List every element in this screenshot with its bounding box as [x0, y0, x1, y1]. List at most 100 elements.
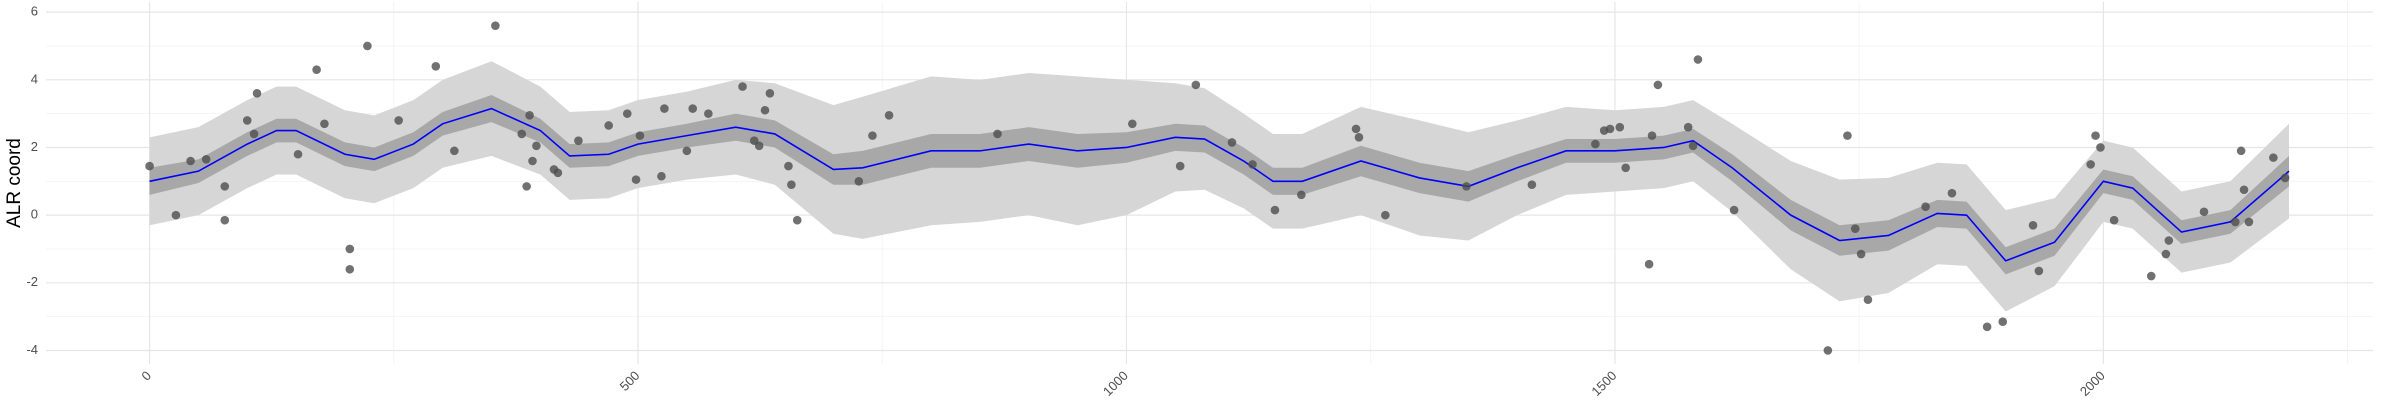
data-point — [784, 161, 793, 171]
data-point — [1621, 163, 1630, 173]
fit-line — [149, 107, 2290, 262]
x-tick-label: 2000 — [2077, 368, 2108, 399]
data-point — [635, 131, 645, 140]
data-point — [704, 109, 713, 118]
data-point — [2164, 236, 2174, 245]
data-point — [760, 105, 770, 115]
data-point — [2028, 220, 2038, 230]
data-point — [2269, 153, 2278, 162]
data-point — [738, 82, 747, 91]
data-point — [252, 89, 262, 98]
x-tick-label: 1000 — [1100, 368, 1131, 399]
data-point — [363, 41, 372, 51]
x-tick-label: 1500 — [1588, 368, 1619, 399]
y-tick-label: 2 — [31, 139, 38, 154]
data-point — [517, 129, 527, 139]
data-point — [1591, 139, 1600, 149]
data-point — [660, 104, 669, 113]
data-point — [1128, 119, 1137, 129]
data-point — [1688, 141, 1698, 151]
data-point — [2091, 131, 2100, 140]
data-point — [320, 119, 329, 129]
y-tick-label: 6 — [31, 4, 38, 19]
data-point — [1998, 317, 2008, 327]
data-point — [2280, 173, 2290, 183]
data-point — [145, 161, 154, 171]
data-point — [1856, 249, 1866, 259]
y-tick-label: 4 — [31, 71, 38, 86]
data-point — [2146, 271, 2156, 281]
data-point — [1683, 122, 1693, 132]
data-point — [1527, 180, 1537, 189]
data-point — [1823, 346, 1833, 355]
data-point — [574, 136, 583, 146]
data-point — [2096, 143, 2105, 152]
data-point — [2109, 215, 2119, 225]
data-point — [2236, 146, 2246, 156]
data-point — [688, 104, 698, 113]
y-tick-label: 0 — [31, 207, 38, 222]
data-point — [754, 141, 764, 151]
data-point — [1354, 133, 1364, 142]
data-point — [522, 182, 531, 191]
data-point — [1921, 202, 1930, 211]
data-point — [1191, 80, 1201, 90]
data-point — [2244, 217, 2254, 227]
data-point — [1843, 131, 1852, 140]
data-point — [1693, 55, 1703, 64]
data-point — [242, 116, 252, 125]
data-point — [792, 215, 802, 225]
data-point — [1729, 205, 1739, 215]
data-point — [201, 155, 211, 164]
data-point — [622, 109, 632, 118]
data-point — [345, 264, 355, 274]
data-point — [1175, 161, 1185, 171]
data-point — [532, 141, 541, 151]
data-point — [884, 111, 894, 120]
data-point — [394, 116, 403, 125]
data-point — [1644, 259, 1654, 269]
data-point — [2086, 160, 2095, 169]
data-point — [1381, 210, 1390, 220]
data-point — [2034, 266, 2044, 276]
data-point — [2239, 185, 2249, 195]
data-point — [765, 89, 775, 98]
data-point — [1248, 160, 1257, 169]
data-point — [682, 146, 692, 156]
data-point — [1270, 205, 1280, 215]
inner-band — [149, 95, 2289, 275]
y-axis-label: ALR coord — [4, 138, 25, 228]
data-point — [2199, 207, 2209, 217]
data-point — [1605, 124, 1615, 134]
data-point — [528, 156, 537, 166]
data-point — [1615, 122, 1625, 132]
data-point — [1351, 124, 1361, 134]
y-tick-label: -4 — [26, 342, 38, 357]
data-point — [220, 182, 230, 191]
x-tick-label: 500 — [617, 368, 643, 394]
data-point — [293, 149, 303, 159]
data-point — [1982, 322, 1992, 332]
data-point — [868, 131, 877, 140]
data-point — [993, 129, 1002, 139]
data-point — [1297, 190, 1306, 200]
data-point — [171, 210, 181, 220]
data-point — [657, 171, 666, 181]
data-point — [186, 156, 195, 166]
data-point — [220, 215, 230, 225]
data-point — [854, 177, 864, 186]
data-point — [1653, 80, 1663, 90]
data-point — [1647, 131, 1657, 140]
data-point — [312, 65, 321, 74]
data-point — [1850, 224, 1860, 233]
data-point — [431, 61, 441, 71]
data-point — [787, 180, 796, 189]
data-point — [553, 168, 563, 178]
data-point — [1462, 182, 1471, 191]
data-point — [2161, 249, 2171, 259]
y-tick-label: -2 — [26, 274, 38, 289]
data-point — [491, 21, 500, 30]
outer-band — [149, 61, 2289, 312]
data-point — [525, 111, 534, 120]
